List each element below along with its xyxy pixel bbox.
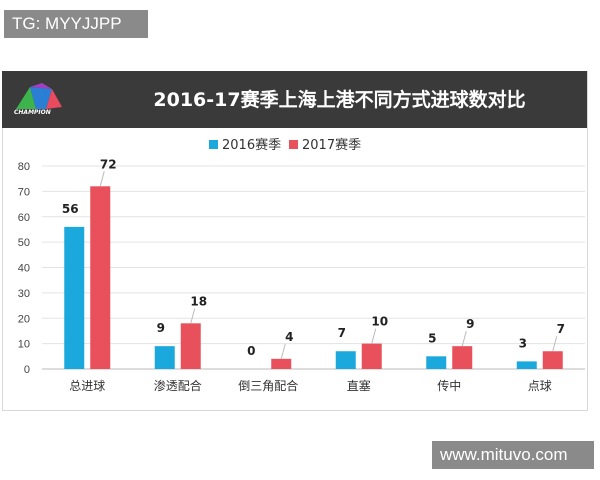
data-label: 18 bbox=[190, 294, 207, 308]
legend-swatch bbox=[289, 140, 298, 149]
data-label: 9 bbox=[157, 321, 165, 335]
data-label: 9 bbox=[466, 317, 474, 331]
x-tick-label: 总进球 bbox=[69, 379, 105, 393]
data-label: 7 bbox=[557, 322, 565, 336]
y-tick-label: 50 bbox=[18, 237, 30, 249]
y-tick-label: 10 bbox=[18, 339, 30, 351]
bar-2016 bbox=[516, 361, 537, 369]
legend-label: 2016赛季 bbox=[222, 137, 281, 153]
x-tick-label: 倒三角配合 bbox=[238, 378, 298, 393]
x-tick-label: 渗透配合 bbox=[154, 378, 202, 393]
chart-title: 2016-17赛季上海上港不同方式进球数对比 bbox=[153, 89, 526, 111]
data-label: 10 bbox=[371, 315, 388, 329]
y-tick-label: 30 bbox=[18, 288, 30, 300]
bar-2017 bbox=[271, 358, 292, 369]
legend-label: 2017赛季 bbox=[302, 137, 361, 153]
logo-text: CHAMPION bbox=[14, 109, 51, 116]
champion-logo bbox=[16, 83, 62, 109]
data-label: 56 bbox=[62, 202, 79, 216]
bar-2017 bbox=[452, 346, 473, 369]
legend-swatch bbox=[209, 140, 218, 149]
chart-header: CHAMPION 2016-17赛季上海上港不同方式进球数对比 bbox=[2, 71, 587, 128]
x-tick-label: 直塞 bbox=[347, 378, 371, 393]
watermark-top-left: TG: MYYJJPP bbox=[4, 10, 148, 38]
bar-2016 bbox=[426, 356, 447, 369]
bar-2016 bbox=[154, 346, 175, 369]
bar-2017 bbox=[180, 323, 201, 369]
bar-2017 bbox=[542, 351, 563, 369]
y-tick-label: 80 bbox=[18, 161, 30, 173]
leader-line bbox=[552, 336, 558, 352]
leader-line bbox=[99, 171, 105, 187]
data-label: 4 bbox=[285, 330, 293, 344]
y-tick-label: 20 bbox=[18, 313, 30, 325]
bar-2016 bbox=[335, 351, 356, 369]
x-tick-label: 点球 bbox=[528, 379, 552, 393]
data-label: 72 bbox=[100, 157, 117, 171]
x-tick-label: 传中 bbox=[437, 378, 461, 393]
data-label: 5 bbox=[428, 331, 436, 345]
leader-line bbox=[371, 328, 377, 344]
leader-line bbox=[461, 331, 467, 347]
y-tick-label: 0 bbox=[24, 364, 30, 376]
watermark-bottom-right: www.mituvo.com bbox=[432, 441, 594, 469]
bar-2017 bbox=[361, 343, 382, 369]
data-label: 0 bbox=[247, 344, 255, 358]
leader-line bbox=[190, 308, 196, 324]
data-label: 3 bbox=[519, 336, 527, 350]
y-tick-label: 70 bbox=[18, 186, 30, 198]
data-label: 7 bbox=[338, 326, 346, 340]
y-tick-label: 60 bbox=[18, 212, 30, 224]
leader-line bbox=[280, 343, 286, 359]
bar-2016 bbox=[64, 226, 85, 369]
y-tick-label: 40 bbox=[18, 263, 30, 275]
bar-2017 bbox=[90, 186, 111, 369]
